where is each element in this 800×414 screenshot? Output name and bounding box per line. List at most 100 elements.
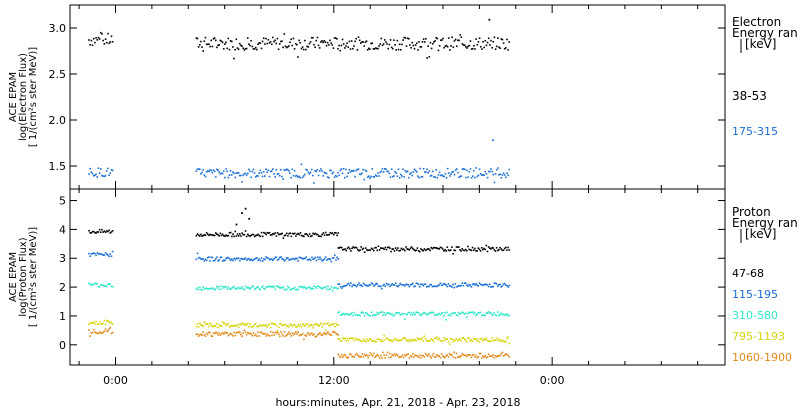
proton-data-point xyxy=(321,334,324,337)
proton-data-point xyxy=(291,332,294,335)
proton-data-point xyxy=(437,247,439,250)
electron-data-point xyxy=(444,45,447,47)
electron-data-point xyxy=(200,172,202,175)
proton-data-point xyxy=(304,233,306,235)
proton-data-point xyxy=(291,257,294,260)
electron-data-point xyxy=(502,172,505,174)
proton-data-point xyxy=(485,244,488,247)
proton-data-point xyxy=(197,335,200,337)
proton-data-point xyxy=(95,254,97,257)
proton-data-point xyxy=(102,322,104,325)
electron-data-point xyxy=(434,176,436,179)
proton-data-point xyxy=(100,231,102,233)
proton-data-point xyxy=(425,248,428,251)
electron-data-point xyxy=(445,176,448,179)
proton-data-point xyxy=(383,334,385,337)
electron-data-point xyxy=(307,171,310,174)
electron-data-point xyxy=(109,172,112,174)
proton-data-point xyxy=(397,285,399,288)
electron-data-point xyxy=(342,43,345,45)
proton-data-point xyxy=(491,337,493,339)
electron-data-point xyxy=(395,49,398,51)
proton-data-point xyxy=(111,285,114,288)
proton-data-point xyxy=(255,287,257,290)
proton-data-point xyxy=(488,355,491,358)
proton-data-point xyxy=(413,312,415,314)
proton-data-point xyxy=(501,249,504,252)
proton-data-point xyxy=(206,256,209,259)
proton-data-point xyxy=(339,356,342,359)
proton-data-point xyxy=(344,248,346,251)
proton-data-point xyxy=(108,320,110,323)
electron-data-point xyxy=(399,173,402,176)
proton-spike-point xyxy=(248,217,251,220)
proton-data-point xyxy=(368,338,371,341)
electron-data-point xyxy=(459,34,461,36)
proton-data-point xyxy=(407,339,410,341)
electron-y-tick-label: 3.0 xyxy=(49,22,67,35)
proton-data-point xyxy=(251,259,254,262)
proton-data-point xyxy=(319,323,321,326)
proton-data-point xyxy=(368,354,371,357)
electron-data-point xyxy=(91,44,94,47)
proton-data-point xyxy=(503,354,506,357)
proton-data-point xyxy=(311,256,313,259)
proton-data-point xyxy=(313,324,316,326)
electron-data-point xyxy=(309,171,312,174)
proton-data-point xyxy=(271,334,273,337)
electron-data-point xyxy=(264,43,266,45)
electron-data-point xyxy=(302,48,305,51)
proton-data-point xyxy=(484,354,486,357)
electron-data-point xyxy=(266,171,268,173)
proton-data-point xyxy=(196,252,199,255)
proton-data-point xyxy=(436,285,438,288)
proton-data-point xyxy=(96,252,99,254)
proton-data-point xyxy=(382,314,384,317)
proton-data-point xyxy=(256,256,258,259)
proton-data-point xyxy=(253,288,256,291)
electron-data-point xyxy=(88,39,90,41)
proton-data-point xyxy=(478,311,481,314)
x-tick-label: 12:00 xyxy=(318,374,350,387)
proton-data-point xyxy=(218,324,221,326)
electron-data-point xyxy=(268,42,271,44)
electron-data-point xyxy=(254,46,257,49)
electron-data-point xyxy=(216,46,218,49)
proton-data-point xyxy=(203,333,206,336)
proton-data-point xyxy=(386,311,389,314)
proton-data-point xyxy=(463,338,466,341)
proton-data-point xyxy=(395,284,398,287)
proton-data-point xyxy=(233,324,235,327)
proton-data-point xyxy=(366,338,368,341)
electron-panel-frame xyxy=(69,4,726,190)
proton-data-point xyxy=(466,340,468,343)
proton-data-point xyxy=(228,232,231,234)
electron-data-point xyxy=(240,174,242,177)
proton-data-point xyxy=(303,324,305,327)
proton-data-point xyxy=(455,314,458,316)
proton-data-point xyxy=(244,322,247,325)
proton-data-point xyxy=(342,285,344,288)
proton-data-point xyxy=(338,311,341,313)
proton-data-point xyxy=(425,339,428,342)
proton-data-point xyxy=(288,331,290,333)
proton-data-point xyxy=(241,322,243,325)
electron-data-point xyxy=(494,48,497,51)
proton-data-point xyxy=(107,320,109,322)
proton-data-point xyxy=(428,353,430,355)
electron-data-point xyxy=(286,46,289,48)
proton-data-point xyxy=(92,230,95,233)
electron-data-point xyxy=(293,48,296,50)
proton-data-point xyxy=(305,287,308,290)
proton-data-point xyxy=(449,249,452,251)
proton-data-point xyxy=(373,249,375,252)
electron-data-point xyxy=(353,169,355,172)
proton-data-point xyxy=(367,285,369,288)
proton-data-point xyxy=(503,247,506,250)
proton-data-point xyxy=(453,351,455,354)
proton-data-point xyxy=(321,260,324,262)
proton-data-point xyxy=(318,285,320,288)
proton-data-point xyxy=(508,314,511,317)
proton-data-point xyxy=(110,255,113,257)
proton-data-point xyxy=(212,288,215,291)
